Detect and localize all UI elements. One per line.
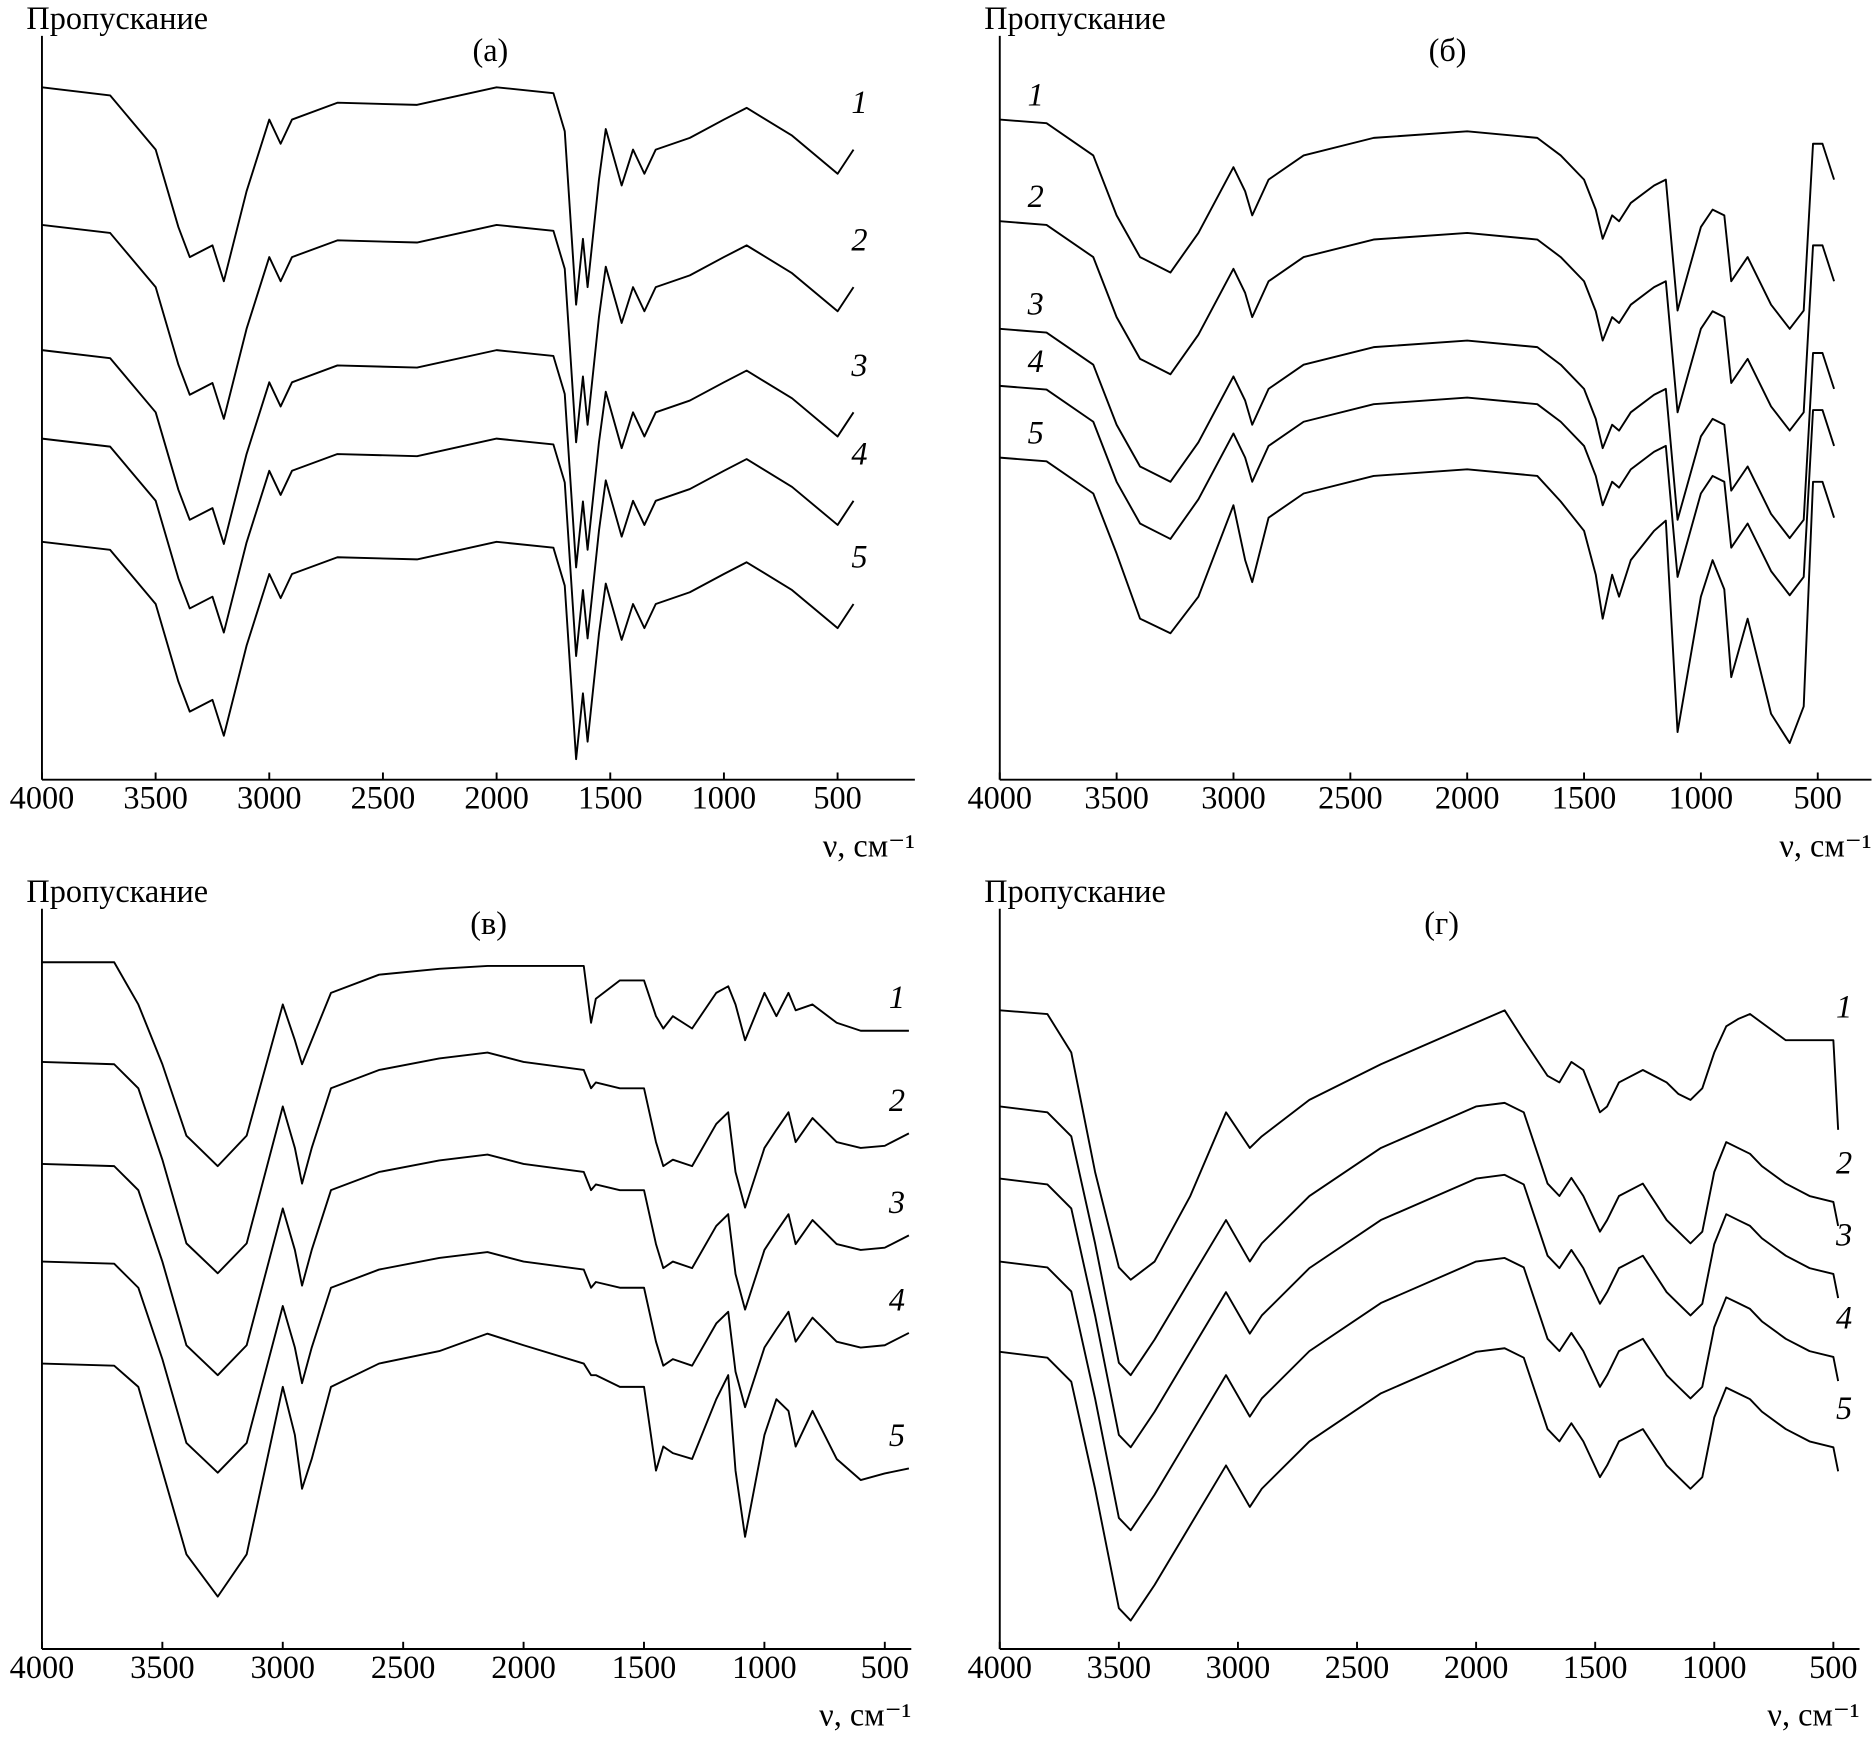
spectrum-line [999, 456, 1835, 745]
x-tick-label: 3000 [251, 1649, 316, 1685]
y-axis-label: Пропускание [26, 873, 208, 909]
x-tick-label: 2500 [371, 1649, 436, 1685]
spectrum-line [999, 1173, 1840, 1449]
spectrum-line [999, 327, 1835, 540]
series-label: 1 [851, 84, 867, 120]
x-tick-label: 3000 [237, 780, 302, 816]
y-axis-label: Пропускание [984, 0, 1166, 36]
series-label: 4 [851, 435, 867, 471]
x-tick-label: 3000 [1201, 780, 1266, 816]
x-tick-label: 500 [861, 1649, 909, 1685]
series-label: 5 [851, 539, 867, 575]
x-tick-label: 1000 [1669, 780, 1734, 816]
x-tick-label: 2000 [1435, 780, 1500, 816]
x-axis-label: ν, см⁻¹ [1767, 1697, 1859, 1733]
spectrum-line [999, 118, 1835, 330]
spectrum-line [999, 1009, 1840, 1281]
x-tick-label: 1000 [732, 1649, 797, 1685]
x-tick-label: 4000 [10, 1649, 75, 1685]
series-label: 3 [1027, 286, 1044, 322]
spectrum-line [41, 1332, 910, 1598]
spectrum-line [41, 1051, 910, 1275]
x-tick-label: 1500 [1563, 1649, 1628, 1685]
series-label: 5 [1836, 1390, 1852, 1426]
series-label: 2 [851, 222, 867, 258]
spectrum-line [999, 1347, 1840, 1622]
x-tick-label: 1500 [1552, 780, 1617, 816]
panel-title: (б) [1429, 32, 1467, 68]
x-tick-label: 3500 [1087, 1649, 1152, 1685]
panel-title: (в) [470, 905, 507, 941]
x-axis-label: ν, см⁻¹ [823, 827, 915, 863]
spectrum-line [41, 223, 855, 444]
series-label: 2 [1028, 178, 1044, 214]
series-label: 1 [889, 979, 905, 1015]
series-label: 2 [1836, 1145, 1852, 1181]
x-tick-label: 4000 [968, 780, 1033, 816]
y-axis-label: Пропускание [26, 0, 208, 36]
spectrum-line [41, 1251, 910, 1474]
panel-title: (г) [1424, 905, 1459, 941]
x-axis-label: ν, см⁻¹ [819, 1697, 911, 1733]
spectrum-line [999, 220, 1835, 432]
x-tick-label: 4000 [968, 1649, 1033, 1685]
x-tick-label: 2000 [464, 780, 529, 816]
panel-title: (а) [472, 32, 508, 68]
spectrum-line [41, 437, 855, 657]
series-label: 1 [1028, 76, 1044, 112]
x-tick-label: 1500 [612, 1649, 677, 1685]
x-tick-label: 1000 [1682, 1649, 1747, 1685]
series-label: 3 [888, 1184, 905, 1220]
x-tick-label: 500 [813, 780, 861, 816]
spectrum-line [999, 384, 1835, 597]
x-tick-label: 3500 [1084, 780, 1149, 816]
series-label: 2 [889, 1082, 905, 1118]
spectrum-line [41, 961, 909, 1168]
x-tick-label: 2500 [1325, 1649, 1390, 1685]
series-label: 3 [850, 347, 867, 383]
x-axis-label: ν, см⁻¹ [1779, 827, 1871, 863]
x-tick-label: 1500 [578, 780, 643, 816]
series-label: 5 [1028, 415, 1044, 451]
series-label: 1 [1836, 989, 1852, 1025]
series-label: 4 [1028, 343, 1044, 379]
spectrum-line [999, 1257, 1840, 1532]
series-label: 5 [889, 1417, 905, 1453]
x-tick-label: 500 [1809, 1649, 1857, 1685]
x-tick-label: 3500 [123, 780, 188, 816]
x-tick-label: 4000 [10, 780, 75, 816]
spectrum-line [41, 349, 855, 569]
series-label: 4 [1836, 1300, 1852, 1336]
spectrum-line [41, 540, 855, 761]
x-tick-label: 2500 [1318, 780, 1383, 816]
x-tick-label: 3500 [130, 1649, 195, 1685]
x-tick-label: 2000 [1444, 1649, 1509, 1685]
spectrum-line [41, 86, 855, 306]
series-label: 3 [1835, 1217, 1852, 1253]
x-tick-label: 500 [1794, 780, 1842, 816]
x-tick-label: 3000 [1206, 1649, 1271, 1685]
x-tick-label: 1000 [692, 780, 757, 816]
series-label: 4 [889, 1281, 905, 1317]
spectrum-line [41, 1153, 910, 1377]
y-axis-label: Пропускание [984, 873, 1166, 909]
x-tick-label: 2500 [351, 780, 416, 816]
x-tick-label: 2000 [491, 1649, 556, 1685]
spectrum-line [999, 1101, 1840, 1377]
